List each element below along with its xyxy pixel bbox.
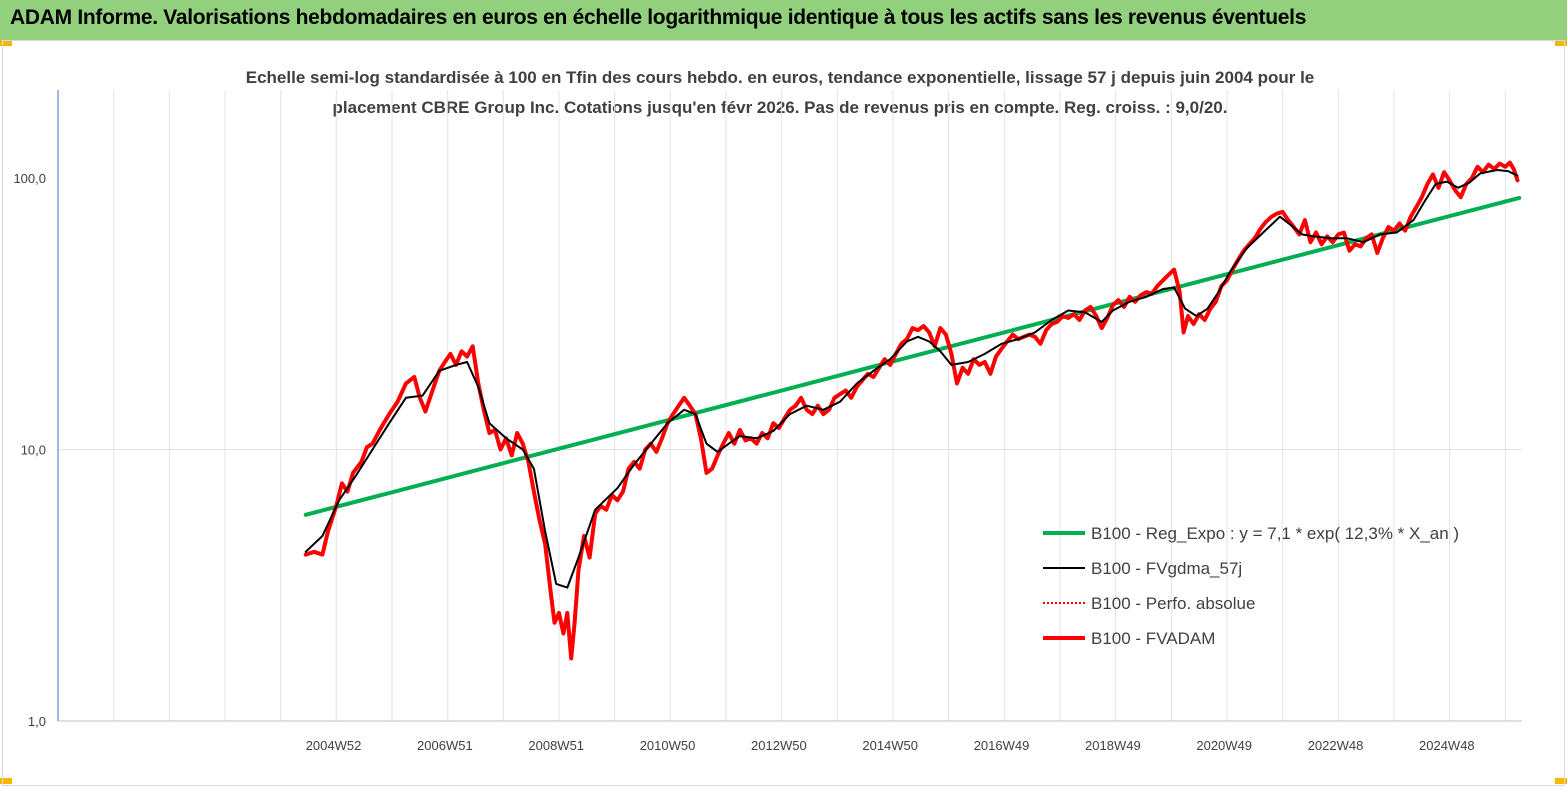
title-banner: ADAM Informe. Valorisations hebdomadaire… xyxy=(0,0,1567,40)
y-tick-label: 10,0 xyxy=(21,443,46,458)
x-tick-label: 2016W49 xyxy=(974,738,1030,753)
x-tick-label: 2022W48 xyxy=(1308,738,1364,753)
report-title: ADAM Informe. Valorisations hebdomadaire… xyxy=(10,6,1307,29)
series-line-0 xyxy=(303,195,1522,517)
x-tick-label: 2008W51 xyxy=(528,738,584,753)
chart-series xyxy=(303,160,1522,661)
x-tick-label: 2012W50 xyxy=(751,738,807,753)
corner-mark-bottom-right xyxy=(1555,778,1567,784)
chart-grid xyxy=(58,90,1522,721)
y-tick-label: 1,0 xyxy=(28,714,46,729)
x-tick-label: 2018W49 xyxy=(1085,738,1141,753)
legend-label: B100 - Perfo. absolue xyxy=(1091,594,1255,613)
y-tick-label: 100,0 xyxy=(13,171,46,186)
legend-label: B100 - Reg_Expo : y = 7,1 * exp( 12,3% *… xyxy=(1091,524,1459,543)
chart-title-line2: placement CBRE Group Inc. Cotations jusq… xyxy=(332,98,1228,117)
x-tick-label: 2010W50 xyxy=(640,738,696,753)
chart-frame xyxy=(2,40,1565,786)
corner-mark-top-right xyxy=(1555,40,1567,46)
x-tick-label: 2014W50 xyxy=(862,738,918,753)
x-tick-label: 2006W51 xyxy=(417,738,473,753)
x-tick-label: 2004W52 xyxy=(306,738,362,753)
legend-label: B100 - FVgdma_57j xyxy=(1091,559,1242,578)
chart-legend: B100 - Reg_Expo : y = 7,1 * exp( 12,3% *… xyxy=(1043,524,1459,648)
corner-mark-top-left xyxy=(0,40,12,46)
x-tick-label: 2020W49 xyxy=(1196,738,1252,753)
x-tick-label: 2024W48 xyxy=(1419,738,1475,753)
chart-axes: 1,0 10,0 100,0 2004W52 2006W51 2008W51 2010W50… xyxy=(13,90,1522,753)
legend-label: B100 - FVADAM xyxy=(1091,629,1215,648)
series-line-3 xyxy=(303,160,1520,661)
chart-title-line1: Echelle semi-log standardisée à 100 en T… xyxy=(245,68,1315,87)
corner-mark-bottom-left xyxy=(0,778,12,784)
series-line-1 xyxy=(304,169,1519,589)
